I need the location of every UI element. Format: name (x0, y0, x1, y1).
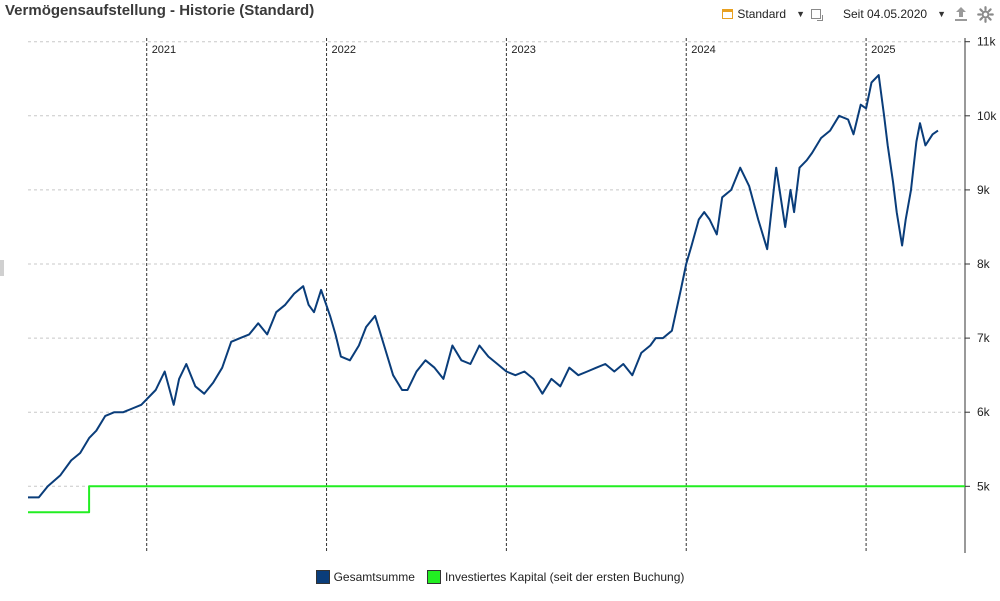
year-label: 2021 (152, 44, 176, 56)
y-tick-label: 11k (977, 35, 996, 49)
series-line-investiertes-kapital (28, 485, 965, 514)
legend-item-gesamtsumme[interactable]: Gesamtsumme (315, 570, 415, 584)
calendar-icon (722, 9, 734, 19)
chevron-down-icon: ▼ (796, 9, 805, 19)
year-label: 2022 (332, 44, 356, 56)
range-picker-button[interactable] (811, 9, 823, 21)
year-label: 2024 (691, 44, 715, 56)
y-tick-label: 9k (977, 183, 991, 197)
standard-dropdown-label: Standard (737, 7, 787, 21)
standard-dropdown[interactable]: Standard ▼ (722, 7, 805, 21)
chevron-down-icon: ▼ (937, 9, 946, 19)
history-line-chart: 5k 6k 7k 8k 9k 10k 11k 2021 2022 2023 2024 2025 (28, 35, 997, 553)
page-title: Vermögensaufstellung - Historie (Standar… (5, 2, 315, 19)
series-line-gesamtsumme (28, 74, 939, 499)
legend-label: Investiertes Kapital (seit der ersten Bu… (444, 570, 685, 584)
export-icon (955, 7, 967, 21)
settings-button[interactable] (976, 5, 994, 23)
panel-resize-handle[interactable] (0, 260, 4, 276)
legend-swatch (426, 570, 441, 584)
legend-swatch (315, 570, 330, 584)
export-button[interactable] (952, 5, 970, 23)
chart-legend: Gesamtsumme Investiertes Kapital (seit d… (0, 570, 1000, 584)
y-tick-label: 7k (977, 331, 991, 345)
period-dropdown[interactable]: Seit 04.05.2020 ▼ (843, 7, 946, 21)
date-range-icon (811, 9, 823, 21)
year-label: 2025 (871, 44, 895, 56)
y-tick-label: 6k (977, 405, 991, 419)
y-tick-label: 8k (977, 257, 991, 271)
gear-icon (976, 5, 994, 23)
y-tick-label: 10k (977, 109, 997, 123)
legend-label: Gesamtsumme (333, 570, 415, 584)
period-dropdown-label: Seit 04.05.2020 (843, 7, 928, 21)
y-tick-label: 5k (977, 479, 991, 493)
year-label: 2023 (511, 44, 535, 56)
legend-item-investiertes-kapital[interactable]: Investiertes Kapital (seit der ersten Bu… (426, 570, 685, 584)
chart-toolbar: Standard ▼ Seit 04.05.2020 ▼ (722, 4, 994, 24)
